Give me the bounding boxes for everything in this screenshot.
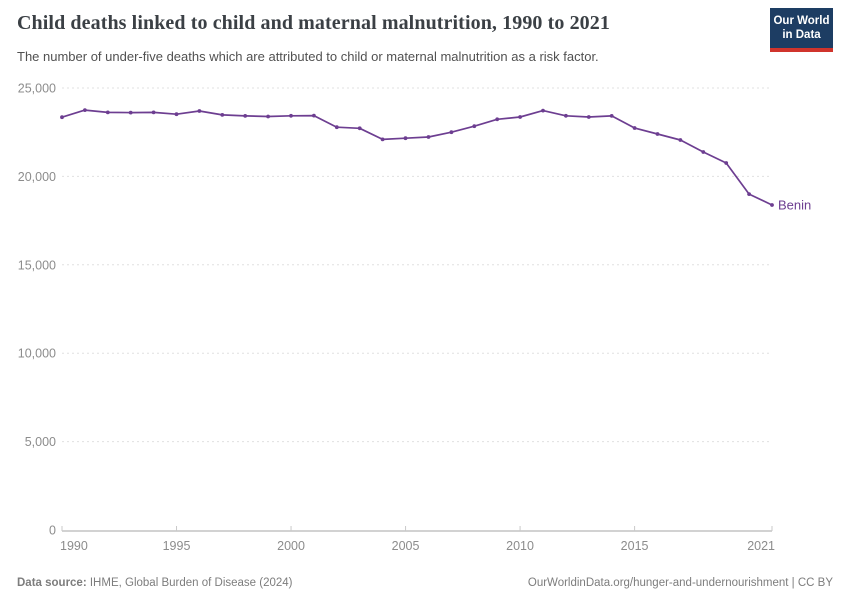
footer-citation-link[interactable]: OurWorldinData.org/hunger-and-undernouri… — [527, 577, 833, 589]
data-source-text: IHME, Global Burden of Disease (2024) — [86, 577, 293, 589]
data-point-2018[interactable] — [701, 150, 706, 154]
data-point-2009[interactable] — [495, 117, 500, 122]
data-point-2015[interactable] — [632, 126, 637, 130]
data-point-2012[interactable] — [564, 113, 568, 118]
data-point-2002[interactable] — [334, 125, 339, 130]
data-point-2004[interactable] — [380, 137, 385, 142]
data-point-2019[interactable] — [724, 161, 729, 165]
data-point-2003[interactable] — [357, 126, 362, 131]
data-point-1998[interactable] — [243, 114, 248, 118]
data-point-2020[interactable] — [747, 192, 751, 197]
data-point-1992[interactable] — [105, 110, 110, 115]
data-point-2001[interactable] — [312, 113, 316, 118]
data-point-2010[interactable] — [518, 115, 522, 119]
x-axis-tick-label: 2010 — [506, 539, 534, 553]
owid-logo-line2: in Data — [782, 29, 821, 42]
data-point-2014[interactable] — [609, 114, 614, 118]
data-point-2011[interactable] — [541, 108, 545, 113]
y-axis-tick-label: 15,000 — [18, 258, 56, 272]
data-point-1994[interactable] — [151, 110, 156, 115]
page-subtitle: The number of under-five deaths which ar… — [17, 49, 599, 64]
data-point-1995[interactable] — [174, 112, 179, 117]
x-axis-tick-label: 1995 — [163, 539, 191, 553]
data-point-2006[interactable] — [426, 135, 431, 139]
data-source-label: Data source: — [17, 577, 87, 589]
x-axis-tick-label: 1990 — [60, 539, 88, 553]
data-point-1990[interactable] — [60, 115, 64, 120]
y-axis-tick-label: 0 — [49, 524, 56, 538]
y-axis-tick-label: 20,000 — [18, 170, 56, 184]
data-point-2021[interactable] — [770, 203, 774, 207]
data-point-1991[interactable] — [83, 108, 87, 112]
page-title: Child deaths linked to child and materna… — [17, 12, 610, 34]
x-axis-tick-label: 2021 — [747, 539, 775, 553]
data-point-1997[interactable] — [220, 113, 225, 117]
x-axis-tick-label: 2015 — [621, 539, 649, 553]
data-point-2005[interactable] — [403, 136, 408, 141]
owid-logo-line1: Our World — [773, 15, 830, 27]
chart-footer: Data source: IHME, Global Burden of Dise… — [17, 577, 833, 589]
data-point-2016[interactable] — [655, 132, 660, 136]
y-axis-tick-label: 25,000 — [18, 82, 56, 96]
data-point-1996[interactable] — [197, 109, 202, 113]
data-point-1993[interactable] — [128, 110, 133, 115]
series-end-label: Benin — [778, 198, 811, 213]
x-axis-tick-label: 2005 — [392, 539, 420, 553]
y-axis-tick-label: 10,000 — [18, 347, 56, 361]
owid-logo[interactable]: Our World in Data — [770, 8, 833, 52]
data-point-2017[interactable] — [678, 138, 683, 142]
data-point-2000[interactable] — [289, 113, 293, 118]
data-point-2013[interactable] — [586, 115, 591, 119]
data-point-2008[interactable] — [472, 124, 477, 129]
data-point-1999[interactable] — [266, 114, 270, 119]
y-axis-tick-label: 5,000 — [25, 435, 56, 449]
series-line-benin[interactable] — [61, 109, 773, 206]
data-point-2007[interactable] — [449, 130, 454, 135]
x-axis-tick-label: 2000 — [277, 539, 305, 553]
data-source: Data source: IHME, Global Burden of Dise… — [17, 577, 293, 589]
